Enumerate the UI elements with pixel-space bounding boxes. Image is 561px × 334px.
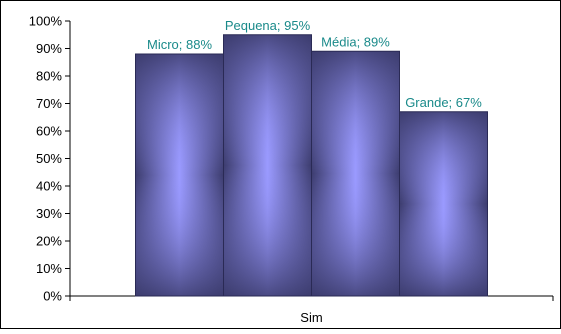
y-tick-label: 50% [36,151,62,166]
bar-shade-média [311,50,400,297]
data-label: Micro; 88% [147,37,212,52]
label-layer: Micro; 88% Pequena; 95% Média; 89% Grande; … [147,18,482,110]
y-tick-label: 90% [36,41,62,56]
y-tick-label: 100% [29,14,63,29]
y-tick-label: 70% [36,96,62,111]
axis-layer: 0% 10% 20% 30% 40% 50% 60% 70% 80% 90% 100% Sim [29,14,554,325]
data-label: Média; 89% [321,34,390,49]
y-tick-label: 0% [43,289,62,304]
data-label: Pequena; 95% [225,18,311,33]
data-label: Grande; 67% [405,95,482,110]
y-tick-label: 80% [36,69,62,84]
bar-shade-pequena [223,34,312,297]
bar-shade-micro [135,53,224,297]
bar-layer [135,34,488,297]
bar-shade-grande [399,111,488,297]
x-category-label: Sim [300,310,322,325]
y-tick-label: 60% [36,124,62,139]
y-tick-label: 10% [36,261,62,276]
y-tick-label: 20% [36,234,62,249]
y-tick-label: 30% [36,206,62,221]
y-tick-label: 40% [36,179,62,194]
